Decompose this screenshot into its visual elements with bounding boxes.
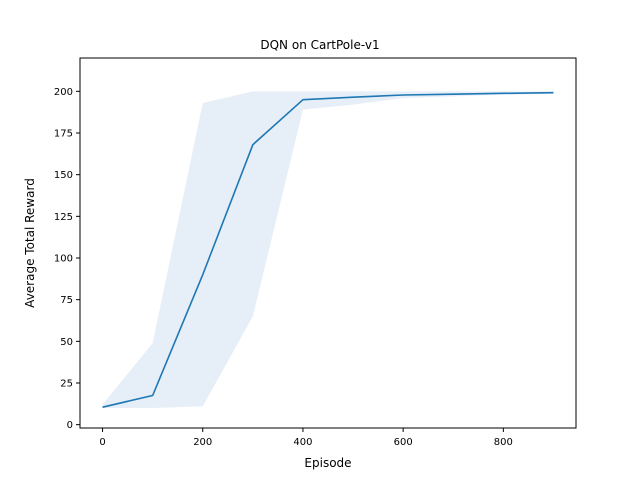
series-line-0 [102, 91, 554, 408]
y-tick-label: 0 [67, 420, 73, 431]
x-tick-label: 400 [293, 437, 312, 448]
y-tick-label: 25 [60, 379, 73, 390]
y-tick-label: 200 [54, 87, 73, 98]
x-tick-label: 200 [193, 437, 212, 448]
chart-title: DQN on CartPole-v1 [260, 38, 379, 52]
y-tick-label: 100 [54, 254, 73, 265]
x-tick-label: 800 [494, 437, 513, 448]
series-line-layer [102, 91, 554, 408]
plot-frame [79, 57, 577, 429]
y-axis-label: Average Total Reward [23, 178, 37, 308]
y-axis-ticks: 0 25 50 75 100 125 150 175 200 [54, 87, 80, 431]
x-axis-label: Episode [304, 456, 351, 470]
confidence-band-layer [102, 91, 554, 408]
y-tick-label: 125 [54, 212, 73, 223]
y-tick-label: 75 [60, 295, 73, 306]
y-tick-label: 50 [60, 337, 73, 348]
confidence-band-0 [102, 91, 554, 408]
y-tick-label: 175 [54, 129, 73, 140]
x-tick-label: 600 [394, 437, 413, 448]
x-axis-ticks: 0 200 400 600 800 [99, 428, 513, 448]
y-tick-label: 150 [54, 170, 73, 181]
x-tick-label: 0 [99, 437, 105, 448]
